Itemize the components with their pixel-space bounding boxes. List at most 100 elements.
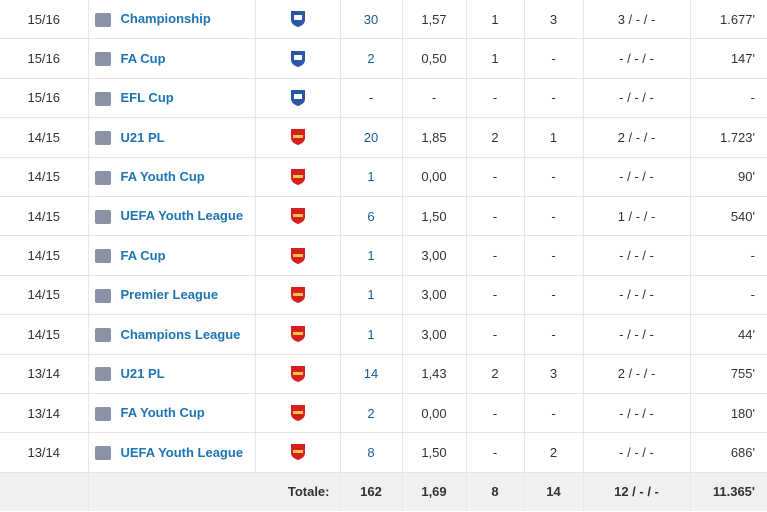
total-assists: 14: [546, 484, 561, 500]
appearances[interactable]: 2: [367, 405, 375, 421]
table-row: 14/15 U21 PL 20 1,85 2 1 2 / - / - 1.723': [0, 117, 767, 158]
appearances[interactable]: 20: [363, 129, 379, 145]
competition[interactable]: EFL Cup: [120, 90, 174, 106]
appearances[interactable]: 30: [363, 11, 379, 27]
table-row: 15/16 EFL Cup - - - - - / - / - -: [0, 78, 767, 119]
assists-cell: 3: [524, 354, 584, 394]
appearances[interactable]: 1: [367, 169, 375, 185]
appearances[interactable]: 2: [367, 51, 375, 67]
cards-cell: 2 / - / -: [583, 117, 691, 158]
season: 14/15: [27, 169, 61, 185]
minutes-cell: 180': [690, 393, 767, 434]
competition[interactable]: FA Youth Cup: [120, 405, 205, 421]
assists: -: [551, 208, 556, 224]
appearances[interactable]: 14: [363, 366, 379, 382]
competition[interactable]: U21 PL: [120, 129, 165, 145]
competition-logo: [94, 170, 111, 185]
competition[interactable]: Champions League: [120, 326, 241, 342]
season: 13/14: [27, 444, 61, 460]
club-crest: [290, 247, 305, 264]
competition[interactable]: Premier League: [120, 287, 219, 303]
appearances[interactable]: 8: [367, 444, 375, 460]
appearances-cell: 1: [340, 235, 403, 276]
table-row: 15/16 FA Cup 2 0,50 1 - - / - / - 147': [0, 38, 767, 79]
appearances-cell: 14: [340, 354, 403, 394]
appearances-cell: 8: [340, 432, 403, 473]
cards-cell: - / - / -: [583, 38, 691, 79]
appearances-cell: 1: [340, 275, 403, 316]
assists-cell: 2: [524, 432, 584, 473]
competition[interactable]: U21 PL: [120, 365, 165, 381]
club-crest: [290, 168, 305, 185]
minutes-cell: 90': [690, 157, 767, 197]
goals: -: [492, 248, 498, 264]
appearances-cell: 30: [340, 0, 403, 40]
season-cell: 14/15: [0, 117, 89, 158]
appearances[interactable]: 1: [367, 248, 375, 264]
assists-cell: -: [524, 78, 584, 119]
goals: 2: [491, 129, 499, 145]
cards-cell: 1 / - / -: [583, 196, 691, 237]
points-per-game: 3,00: [421, 248, 447, 264]
appearances[interactable]: 1: [367, 326, 375, 342]
total-points-per-game-cell: 1,69: [402, 472, 467, 512]
minutes-cell: 755': [690, 354, 767, 394]
total-points-per-game: 1,69: [421, 484, 447, 500]
assists-cell: 3: [524, 0, 584, 40]
minutes: 44': [738, 326, 755, 342]
goals-cell: -: [466, 78, 525, 119]
season: 15/16: [27, 11, 61, 27]
assists-cell: -: [524, 275, 584, 316]
total-goals: 8: [491, 484, 499, 500]
table-row: 14/15 Premier League 1 3,00 - - - / - / - -: [0, 275, 767, 316]
season-cell: 13/14: [0, 432, 89, 473]
appearances[interactable]: 1: [367, 287, 375, 303]
competition[interactable]: UEFA Youth League: [120, 444, 244, 460]
competition[interactable]: FA Cup: [120, 247, 166, 263]
season-cell: 14/15: [0, 196, 89, 237]
points-per-game: 1,85: [421, 129, 447, 145]
minutes-cell: 147': [690, 38, 767, 79]
appearances-cell: 1: [340, 157, 403, 197]
points-per-game-cell: 0,50: [402, 38, 467, 79]
table-row: 14/15 FA Youth Cup 1 0,00 - - - / - / - 90': [0, 157, 767, 197]
cards-cell: 2 / - / -: [583, 354, 691, 394]
competition-cell: FA Cup: [88, 38, 256, 79]
club-cell: [255, 117, 341, 158]
goals: 1: [491, 11, 499, 27]
season: 14/15: [27, 248, 61, 264]
appearances-cell: 2: [340, 38, 403, 79]
minutes-cell: 540': [690, 196, 767, 237]
total-cards-cell: 12 / - / -: [583, 472, 691, 512]
competition[interactable]: FA Youth Cup: [120, 168, 205, 184]
goals: -: [492, 287, 498, 303]
minutes: -: [750, 287, 755, 303]
total-appearances-cell: 162: [340, 472, 403, 512]
goals: -: [492, 444, 498, 460]
points-per-game-cell: 1,57: [402, 0, 467, 40]
cards-cell: 3 / - / -: [583, 0, 691, 40]
minutes: 540': [730, 208, 755, 224]
cards-cell: - / - / -: [583, 314, 691, 355]
appearances[interactable]: 6: [367, 208, 375, 224]
total-assists-cell: 14: [524, 472, 584, 512]
season: 14/15: [27, 287, 61, 303]
club-crest: [290, 50, 305, 67]
competition[interactable]: Championship: [120, 11, 211, 27]
points-per-game-cell: 0,00: [402, 393, 467, 434]
points-per-game-cell: 3,00: [402, 275, 467, 316]
club-cell: [255, 78, 341, 119]
season: 13/14: [27, 366, 61, 382]
competition-logo: [94, 52, 111, 67]
competition[interactable]: FA Cup: [120, 50, 166, 66]
season-cell: 15/16: [0, 78, 89, 119]
club-cell: [255, 354, 341, 394]
goals-cell: -: [466, 196, 525, 237]
points-per-game-cell: 1,50: [402, 432, 467, 473]
season: 15/16: [27, 51, 61, 67]
points-per-game-cell: 0,00: [402, 157, 467, 197]
club-crest: [290, 208, 305, 225]
goals: -: [492, 90, 498, 106]
competition[interactable]: UEFA Youth League: [120, 208, 244, 224]
club-crest: [290, 129, 305, 146]
